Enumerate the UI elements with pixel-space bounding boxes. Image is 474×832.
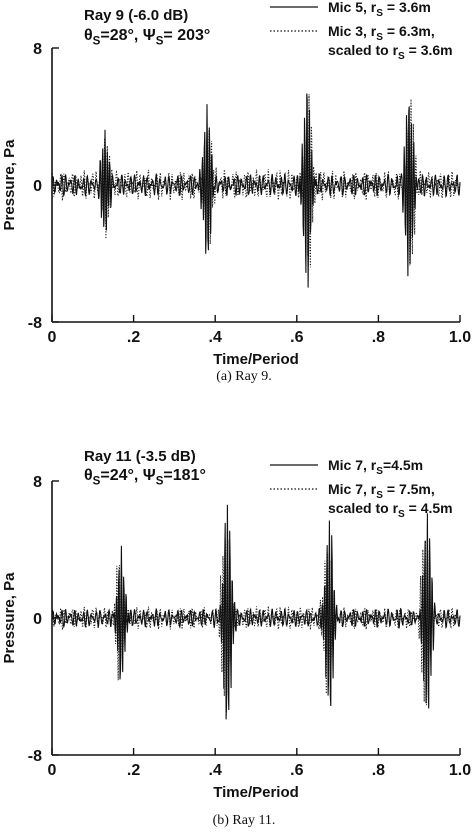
x-tick-label: .2 bbox=[127, 762, 140, 779]
x-tick-label: .6 bbox=[290, 762, 303, 779]
figure-caption: (b) Ray 11. bbox=[213, 813, 276, 828]
y-tick-label: 0 bbox=[33, 611, 42, 628]
chart-parameters: θS=24°, ΨS=181° bbox=[84, 467, 206, 487]
legend-label: Mic 5, rS = 3.6m bbox=[328, 0, 431, 19]
x-tick-label: .4 bbox=[209, 762, 222, 779]
series-line-dotted bbox=[51, 538, 461, 713]
series-line-solid bbox=[51, 93, 461, 288]
series-line-dotted bbox=[51, 94, 461, 268]
x-tick-label: .8 bbox=[372, 329, 385, 346]
chart-panel-0: 8 0 -8 0 .2 .4 .6 .8 1.0 Time/Period Pressure, Pa R… bbox=[1, 0, 471, 384]
x-tick-label: 1.0 bbox=[449, 329, 471, 346]
x-tick-label: 0 bbox=[48, 762, 57, 779]
x-tick-label: .4 bbox=[209, 329, 222, 346]
y-axis-label: Pressure, Pa bbox=[1, 139, 18, 231]
legend-label: Mic 7, rS = 7.5m, bbox=[328, 481, 435, 501]
figure-caption: (a) Ray 9. bbox=[216, 369, 272, 384]
x-axis-label: Time/Period bbox=[213, 351, 299, 368]
chart-title: Ray 11 (-3.5 dB) bbox=[84, 448, 196, 465]
x-tick-label: .6 bbox=[290, 329, 303, 346]
y-tick-label: 0 bbox=[33, 178, 42, 195]
y-axis-label: Pressure, Pa bbox=[1, 572, 18, 664]
chart-panel-1: 8 0 -8 0 .2 .4 .6 .8 1.0 Time/Period Pressure, Pa R… bbox=[1, 448, 471, 828]
x-axis-label: Time/Period bbox=[213, 784, 299, 801]
chart-parameters: θS=28°, ΨS= 203° bbox=[84, 27, 210, 47]
y-tick-label: -8 bbox=[28, 748, 42, 765]
chart-title: Ray 9 (-6.0 dB) bbox=[84, 7, 188, 24]
legend-label-line2: scaled to rS = 4.5m bbox=[328, 500, 453, 520]
x-tick-label: 1.0 bbox=[449, 762, 471, 779]
y-tick-label: 8 bbox=[33, 41, 42, 58]
y-tick-label: 8 bbox=[33, 474, 42, 491]
series-line-solid bbox=[51, 504, 461, 720]
y-tick-label: -8 bbox=[28, 315, 42, 332]
x-tick-label: .2 bbox=[127, 329, 140, 346]
x-tick-label: 0 bbox=[48, 329, 57, 346]
legend-label: Mic 7, rS=4.5m bbox=[328, 457, 423, 477]
legend-label: Mic 3, rS = 6.3m, bbox=[328, 23, 435, 43]
legend-label-line2: scaled to rS = 3.6m bbox=[328, 42, 453, 62]
x-tick-label: .8 bbox=[372, 762, 385, 779]
